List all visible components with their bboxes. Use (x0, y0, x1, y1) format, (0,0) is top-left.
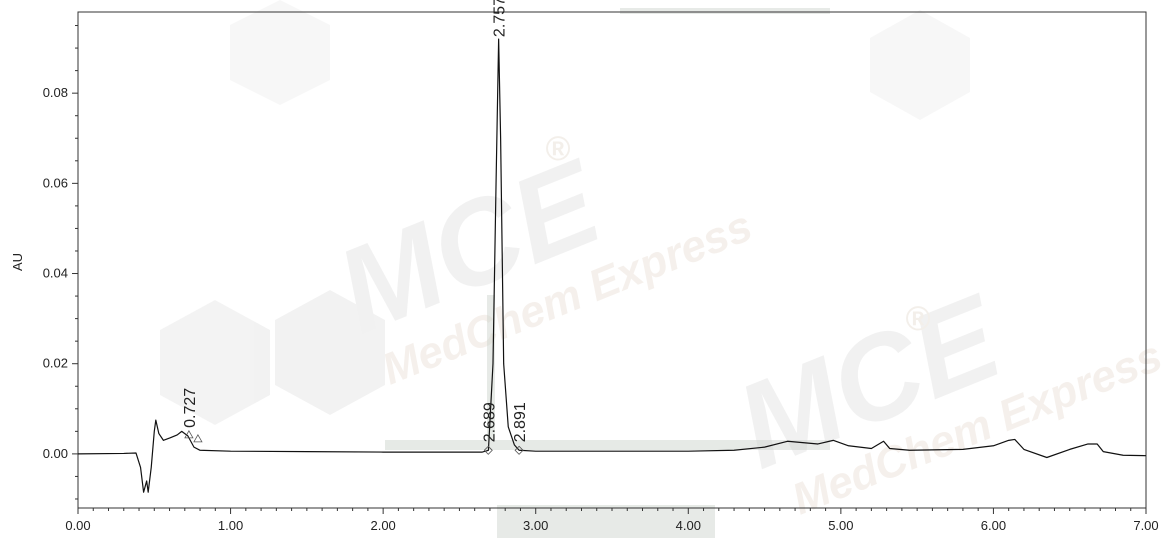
series-line-0 (77, 38, 1147, 493)
peak-marker-end-0 (193, 434, 203, 443)
x-tick-label-2: 2.00 (370, 518, 395, 533)
peak-label-1: 2.689 (481, 402, 498, 442)
label-band-top (620, 8, 830, 14)
watermark-hexagon-top-right (870, 10, 970, 120)
peak-label-2: 2.757 (492, 0, 509, 37)
y-tick-label-4: 0.08 (43, 85, 68, 100)
watermark-registered-right: ® (905, 300, 931, 338)
axes: 0.00 1.00 2.00 3.00 4.00 5.00 6.00 7.00 0.00 0.02… (43, 11, 1159, 533)
x-tick-label-1: 1.00 (218, 518, 243, 533)
x-tick-label-4: 4.00 (676, 518, 701, 533)
label-band-x-axis-bottom (497, 505, 715, 538)
peak-label-3: 2.891 (512, 402, 529, 442)
label-band-baseline (385, 440, 830, 450)
peak-marker-3 (514, 445, 524, 455)
y-tick-label-3: 0.06 (43, 175, 68, 190)
x-tick-label-7: 7.00 (1133, 518, 1158, 533)
label-band-peak-column (487, 295, 495, 445)
y-tick-label-0: 0.00 (43, 446, 68, 461)
peak-marker-1 (483, 445, 493, 455)
series-layer (77, 38, 1147, 493)
y-axis-title: AU (10, 253, 25, 271)
watermark-hexagon-center (275, 290, 385, 415)
peak-label-0: 0.727 (182, 388, 199, 428)
label-bands (385, 8, 830, 538)
y-tick-label-2: 0.04 (43, 266, 68, 281)
watermark-registered-center: ® (545, 130, 571, 168)
x-tick-label-3: 3.00 (523, 518, 548, 533)
watermark-hexagon-top-left (230, 0, 330, 105)
x-tick-label-6: 6.00 (981, 518, 1006, 533)
x-tick-label-0: 0.00 (65, 518, 90, 533)
annotation-layer: 0.727 2.689 2.757 2.891 (182, 0, 529, 455)
y-tick-label-1: 0.02 (43, 356, 68, 371)
peak-marker-0 (184, 430, 194, 439)
x-tick-label-5: 5.00 (828, 518, 853, 533)
watermark-hexagon-left (160, 300, 270, 425)
